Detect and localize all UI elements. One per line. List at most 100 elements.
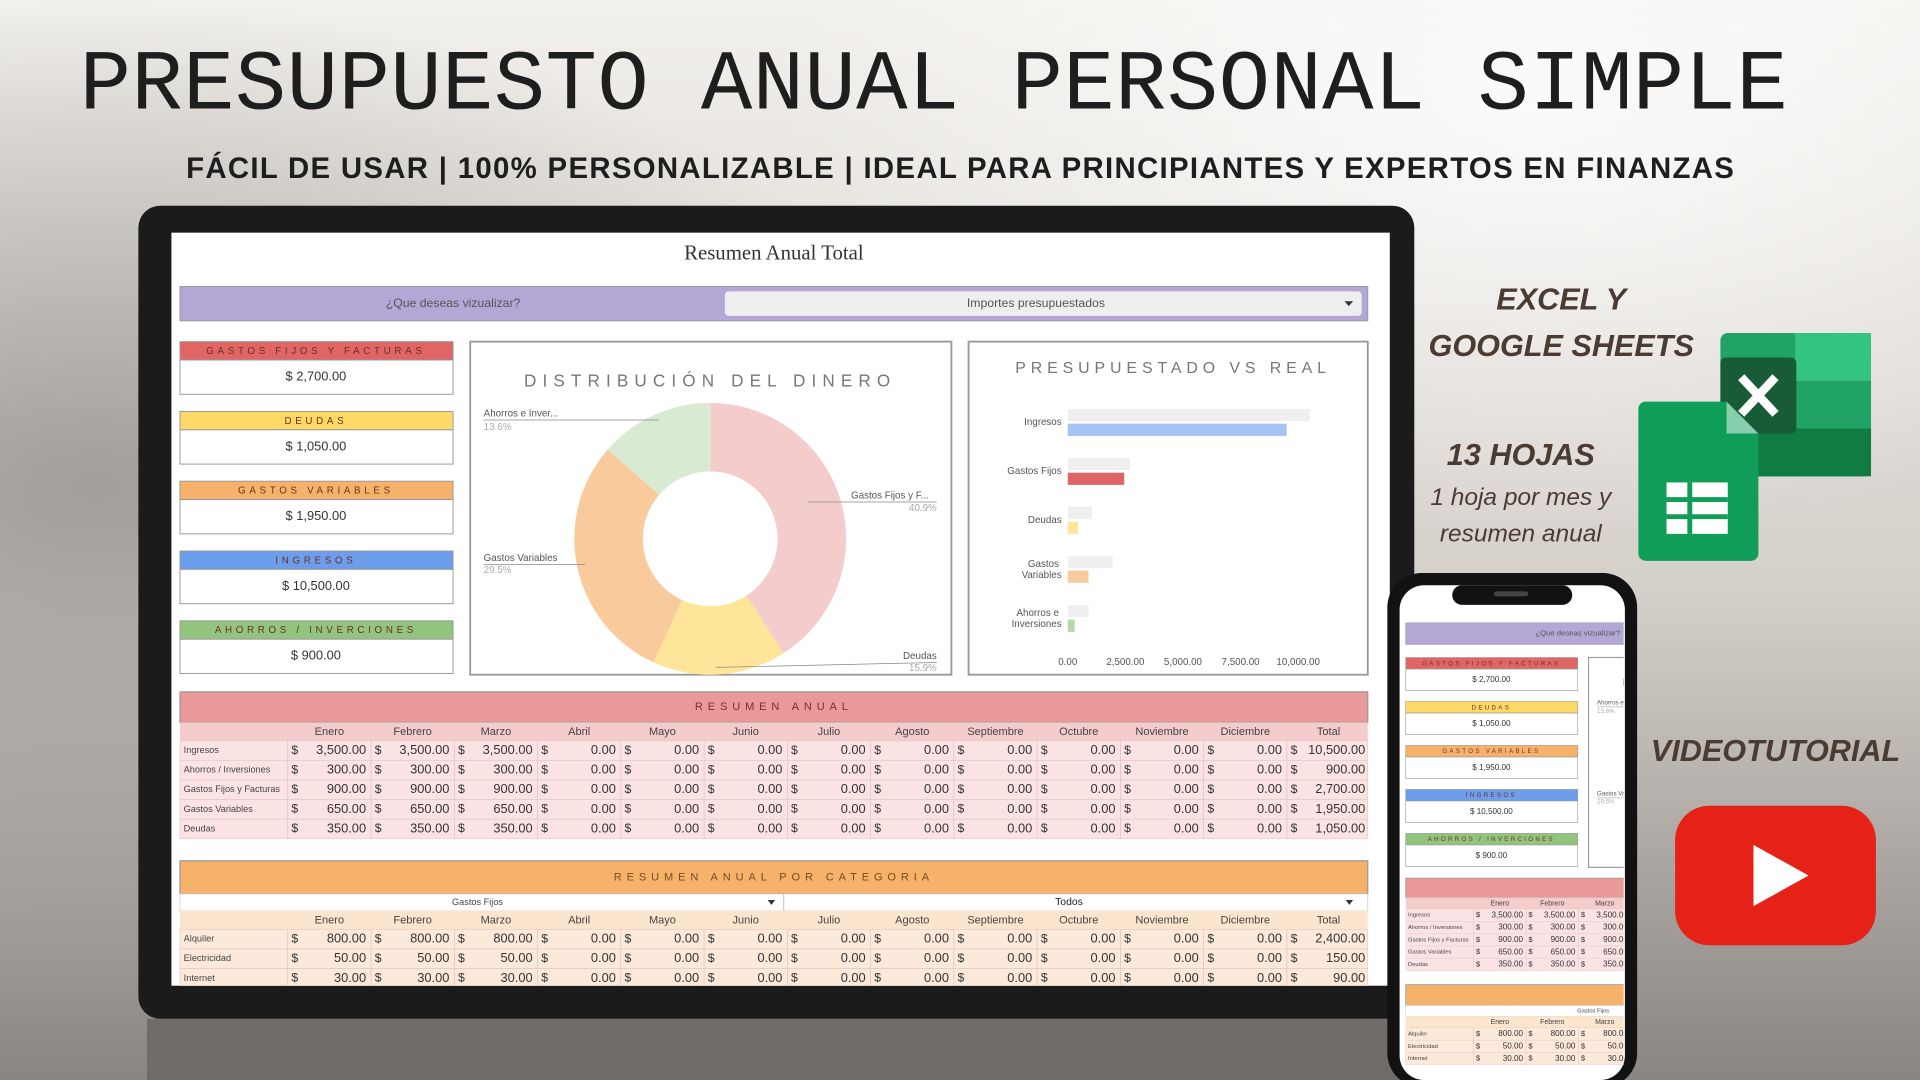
column-header: Marzo: [1595, 1019, 1614, 1026]
cell-value: 0.00: [674, 762, 699, 777]
currency: $: [1207, 951, 1214, 965]
row-label: Gastos Variables: [1408, 950, 1452, 956]
cell-value: 0.00: [1091, 931, 1116, 946]
currency: $: [1124, 802, 1131, 816]
feature-text: EXCEL Y: [1496, 282, 1628, 316]
cell-value: 900.00: [493, 781, 532, 796]
column-header: Julio: [818, 726, 841, 738]
card-label: GASTOS VARIABLES: [1442, 748, 1540, 755]
currency: $: [1207, 782, 1214, 796]
cell-value: 3,500.00: [1596, 910, 1628, 919]
slice-percent: 29.5%: [1597, 798, 1615, 805]
cell-value: 0.00: [674, 931, 699, 946]
x-tick-label: 0.00: [1058, 657, 1078, 668]
currency: $: [1041, 743, 1048, 757]
chart-title: PRESUPUESTADO VS REAL: [1015, 360, 1331, 377]
column-header: Mayo: [649, 915, 676, 927]
cell-value: 0.00: [674, 950, 699, 965]
currency: $: [541, 931, 548, 945]
currency: $: [958, 931, 965, 945]
cell-value: 0.00: [841, 931, 866, 946]
currency: $: [874, 743, 881, 757]
cell-value: 0.00: [757, 820, 782, 835]
currency: $: [541, 821, 548, 835]
table-row: [179, 818, 1369, 840]
cell-value: 650.00: [410, 801, 449, 816]
cell-value: 900.00: [1498, 935, 1523, 944]
card-label: GASTOS VARIABLES: [238, 486, 394, 497]
x-tick-label: 5,000.00: [1164, 657, 1203, 668]
cell-value: 800.00: [1551, 1029, 1576, 1038]
currency: $: [1476, 910, 1481, 919]
currency: $: [791, 782, 798, 796]
cell-value: 0.00: [924, 762, 949, 777]
cell-value: 3,500.00: [1491, 910, 1523, 919]
column-header: Diciembre: [1221, 915, 1271, 927]
bar: [1067, 457, 1130, 471]
row-label: Gastos Variables: [184, 804, 254, 814]
row-label: Internet: [1408, 1056, 1428, 1062]
x-tick-label: 2,500.00: [1106, 657, 1145, 668]
currency: $: [1041, 931, 1048, 945]
cell-value: 900.00: [327, 781, 366, 796]
cell-value: 350.00: [327, 820, 366, 835]
cell-value: 30.00: [1608, 1054, 1629, 1063]
filter-value: Todos: [1055, 897, 1083, 908]
cell-value: 3,500.00: [1544, 910, 1576, 919]
cell-value: 0.00: [591, 742, 616, 757]
column-header: Marzo: [481, 915, 512, 927]
cell-value: 0.00: [1007, 762, 1032, 777]
currency: $: [958, 951, 965, 965]
category-label: Ingresos: [1024, 417, 1062, 428]
column-header-row: [1405, 897, 1624, 910]
currency: $: [791, 951, 798, 965]
column-header: Octubre: [1059, 726, 1098, 738]
cell-value: 0.00: [757, 781, 782, 796]
cell-value: 50.00: [1608, 1041, 1629, 1050]
table-row: [1405, 908, 1624, 922]
currency: $: [1124, 743, 1131, 757]
youtube-icon: [1675, 805, 1876, 946]
cell-value: 300.00: [493, 762, 532, 777]
card-body: [1405, 712, 1579, 735]
currency: $: [1124, 762, 1131, 776]
chart-title: DISTRIBUCIÓN DEL DINERO: [1622, 676, 1857, 689]
currency: $: [1124, 931, 1131, 945]
table-row: [1405, 945, 1624, 959]
category-label: Gastos Fijos: [1007, 466, 1061, 477]
cell-value: 50.00: [334, 950, 366, 965]
cell-value: 300.00: [1551, 923, 1576, 932]
card-value: $ 1,050.00: [1472, 719, 1511, 728]
slice-percent: 15.9%: [909, 663, 937, 674]
slice-label: Gastos Variables: [484, 553, 558, 564]
cell-value: 3,500.00: [316, 742, 366, 757]
bar: [1067, 423, 1287, 436]
cell-value: 0.00: [924, 931, 949, 946]
bar: [1067, 570, 1089, 583]
row-label: Ingresos: [184, 745, 220, 755]
slice-percent: 13.6%: [1597, 708, 1615, 715]
currency: $: [1291, 762, 1298, 776]
currency: $: [291, 762, 298, 776]
cell-value: 0.00: [674, 742, 699, 757]
currency: $: [541, 743, 548, 757]
cell-value: 800.00: [410, 931, 449, 946]
currency: $: [291, 971, 298, 985]
card-label: DEUDAS: [1472, 704, 1512, 711]
cell-value: 2,700.00: [1315, 781, 1365, 796]
card-value: $ 2,700.00: [1472, 675, 1511, 684]
currency: $: [1124, 821, 1131, 835]
column-header: Mayo: [649, 726, 676, 738]
currency: $: [958, 971, 965, 985]
cell-value: 0.00: [1091, 742, 1116, 757]
card-value: $ 2,700.00: [286, 369, 347, 384]
feature-text: VIDEOTUTORIAL: [1651, 734, 1900, 768]
bar: [1067, 619, 1075, 632]
table-row: [179, 968, 1369, 986]
card-value: $ 1,950.00: [1472, 763, 1511, 772]
currency: $: [874, 782, 881, 796]
currency: $: [874, 821, 881, 835]
cell-value: 0.00: [591, 762, 616, 777]
slice-percent: 13.6%: [484, 422, 512, 433]
currency: $: [458, 743, 465, 757]
